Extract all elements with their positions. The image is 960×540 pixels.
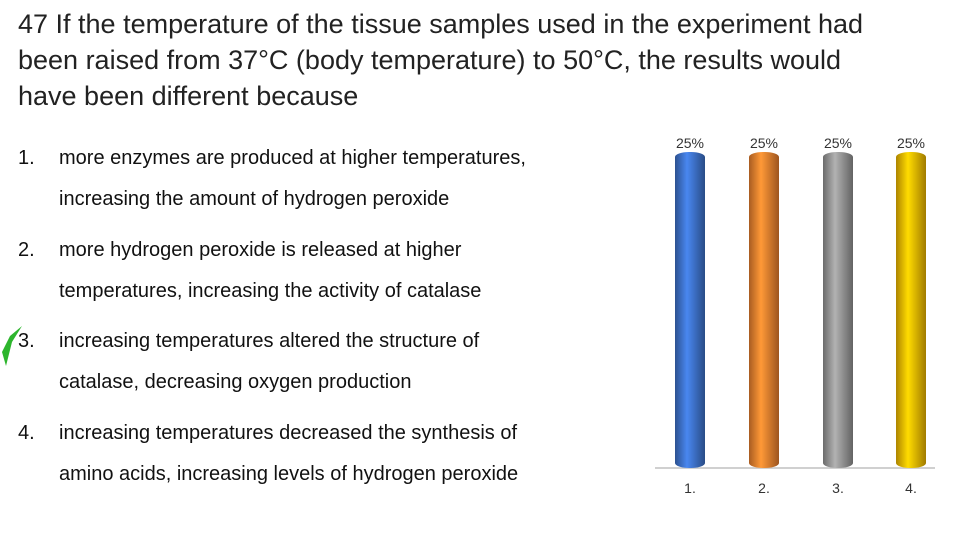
value-label: 25% xyxy=(824,135,852,151)
question: 47 If the temperature of the tissue samp… xyxy=(18,6,863,114)
option-number: 2. xyxy=(18,239,35,261)
question-line: been raised from 37°C (body temperature)… xyxy=(18,45,841,75)
check-mark xyxy=(2,326,22,366)
option-line: amino acids, increasing levels of hydrog… xyxy=(59,463,519,485)
category-label: 3. xyxy=(832,480,844,496)
bar xyxy=(675,152,705,468)
option-number: 1. xyxy=(18,147,35,169)
value-label: 25% xyxy=(897,135,925,151)
option-line: increasing the amount of hydrogen peroxi… xyxy=(59,188,450,210)
bar xyxy=(823,152,853,468)
option-line: temperatures, increasing the activity of… xyxy=(59,280,482,302)
option-number: 3. xyxy=(18,330,35,352)
question-line: 47 If the temperature of the tissue samp… xyxy=(18,9,863,39)
option-line: more hydrogen peroxide is released at hi… xyxy=(59,239,462,261)
bar xyxy=(896,152,926,468)
category-label: 2. xyxy=(758,480,770,496)
value-label: 25% xyxy=(750,135,778,151)
option-line: more enzymes are produced at higher temp… xyxy=(59,147,526,169)
option-line: increasing temperatures decreased the sy… xyxy=(59,422,518,444)
value-label: 25% xyxy=(676,135,704,151)
option-number: 4. xyxy=(18,422,35,444)
question-line: have been different because xyxy=(18,81,359,111)
option-line: catalase, decreasing oxygen production xyxy=(59,371,412,393)
category-label: 1. xyxy=(684,480,696,496)
bar xyxy=(749,152,779,468)
category-label: 4. xyxy=(905,480,917,496)
option-line: increasing temperatures altered the stru… xyxy=(59,330,480,352)
